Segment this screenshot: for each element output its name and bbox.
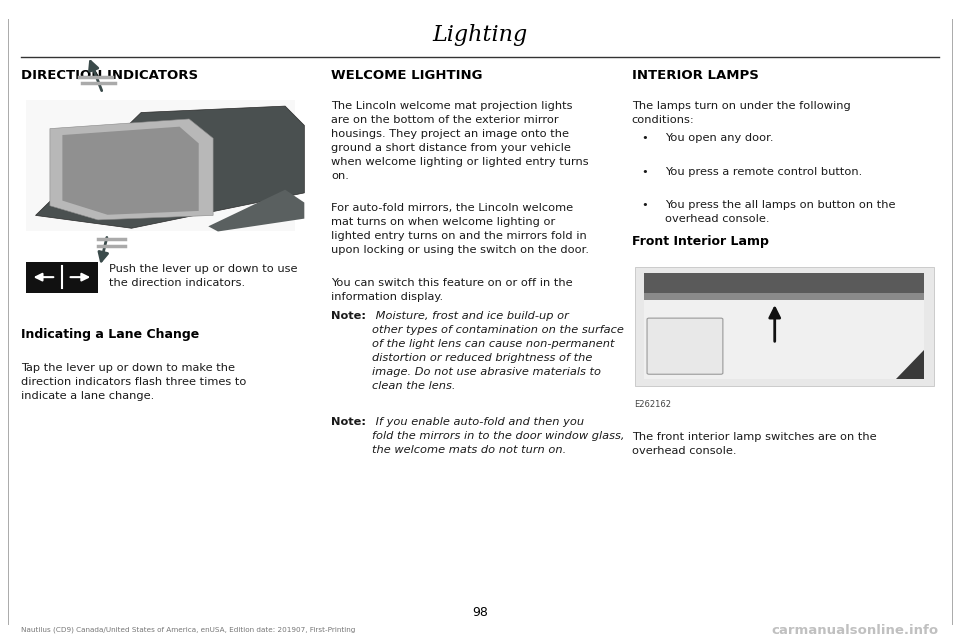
Polygon shape bbox=[36, 106, 304, 228]
Text: Indicating a Lane Change: Indicating a Lane Change bbox=[21, 328, 200, 341]
FancyBboxPatch shape bbox=[644, 293, 924, 300]
Text: carmanualsonline.info: carmanualsonline.info bbox=[772, 624, 939, 637]
Polygon shape bbox=[208, 190, 304, 231]
Text: E262162: E262162 bbox=[635, 400, 672, 409]
FancyBboxPatch shape bbox=[26, 100, 295, 231]
Text: Front Interior Lamp: Front Interior Lamp bbox=[632, 235, 769, 248]
FancyBboxPatch shape bbox=[644, 273, 924, 298]
FancyBboxPatch shape bbox=[26, 262, 98, 293]
Polygon shape bbox=[62, 127, 199, 215]
Polygon shape bbox=[50, 119, 213, 220]
Text: You press the all lamps on button on the
overhead console.: You press the all lamps on button on the… bbox=[665, 200, 896, 224]
Text: Nautilus (CD9) Canada/United States of America, enUSA, Edition date: 201907, Fir: Nautilus (CD9) Canada/United States of A… bbox=[21, 627, 355, 633]
Text: Note:: Note: bbox=[331, 417, 366, 427]
Text: The front interior lamp switches are on the
overhead console.: The front interior lamp switches are on … bbox=[632, 432, 876, 456]
Polygon shape bbox=[896, 350, 924, 379]
Text: Moisture, frost and ice build-up or
other types of contamination on the surface
: Moisture, frost and ice build-up or othe… bbox=[372, 311, 623, 390]
Text: WELCOME LIGHTING: WELCOME LIGHTING bbox=[331, 69, 483, 82]
Text: DIRECTION INDICATORS: DIRECTION INDICATORS bbox=[21, 69, 199, 82]
Text: You can switch this feature on or off in the
information display.: You can switch this feature on or off in… bbox=[331, 278, 573, 302]
Text: E273180: E273180 bbox=[26, 271, 63, 280]
Text: The Lincoln welcome mat projection lights
are on the bottom of the exterior mirr: The Lincoln welcome mat projection light… bbox=[331, 101, 588, 181]
FancyBboxPatch shape bbox=[644, 299, 924, 379]
Text: Push the lever up or down to use
the direction indicators.: Push the lever up or down to use the dir… bbox=[109, 264, 298, 288]
Text: •: • bbox=[641, 133, 648, 143]
Text: Note:: Note: bbox=[331, 311, 366, 321]
Text: Lighting: Lighting bbox=[432, 24, 528, 46]
FancyBboxPatch shape bbox=[647, 318, 723, 374]
Text: If you enable auto-fold and then you
fold the mirrors in to the door window glas: If you enable auto-fold and then you fol… bbox=[372, 417, 624, 455]
Text: INTERIOR LAMPS: INTERIOR LAMPS bbox=[632, 69, 758, 82]
Text: •: • bbox=[641, 167, 648, 177]
Text: 98: 98 bbox=[472, 606, 488, 619]
Text: The lamps turn on under the following
conditions:: The lamps turn on under the following co… bbox=[632, 101, 851, 125]
Text: You open any door.: You open any door. bbox=[665, 133, 774, 143]
Text: Tap the lever up or down to make the
direction indicators flash three times to
i: Tap the lever up or down to make the dir… bbox=[21, 363, 247, 401]
Text: •: • bbox=[641, 200, 648, 210]
Text: For auto-fold mirrors, the Lincoln welcome
mat turns on when welcome lighting or: For auto-fold mirrors, the Lincoln welco… bbox=[331, 203, 589, 255]
Text: You press a remote control button.: You press a remote control button. bbox=[665, 167, 862, 177]
FancyBboxPatch shape bbox=[635, 267, 934, 386]
